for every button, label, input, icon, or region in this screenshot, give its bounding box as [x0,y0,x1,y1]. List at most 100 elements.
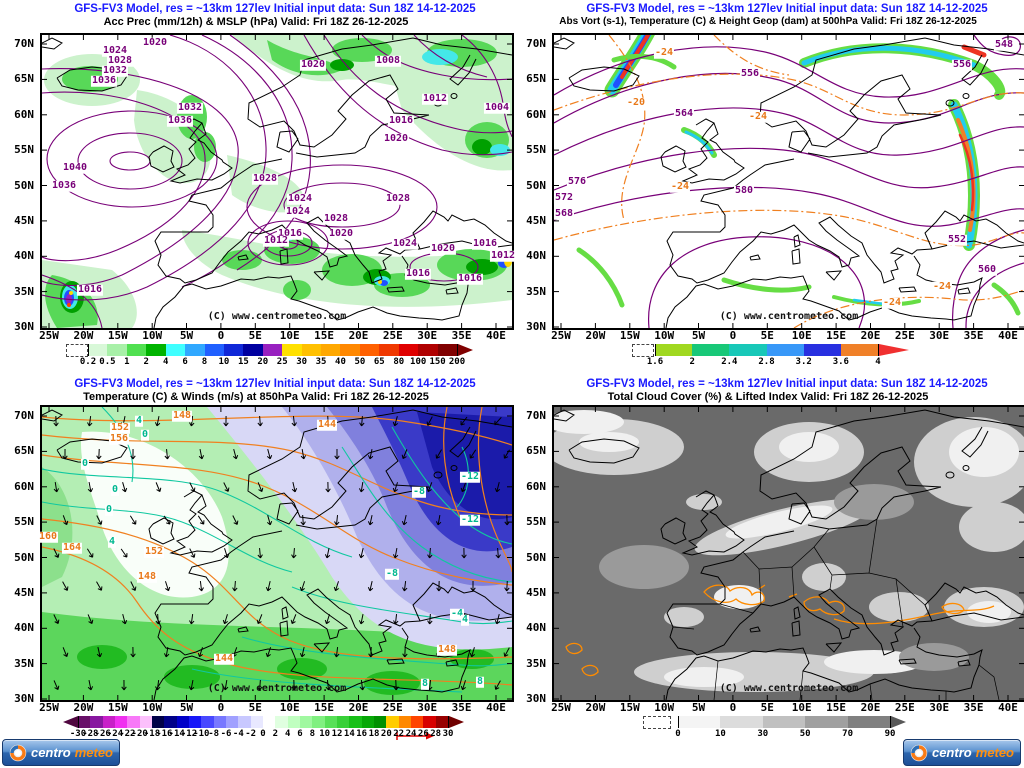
colorbar-segment [126,344,148,356]
colorbar-label: 22 [393,729,405,739]
panel-acc-prec-mslp: GFS-FV3 Model, res = ~13km 127lev Initia… [0,0,517,375]
centrometeo-logo-left[interactable]: centro meteo [2,739,120,766]
colorbar-label: 2 [689,357,695,367]
lon-label: 10W [654,701,675,714]
temp-850-map-art [42,407,512,700]
lon-label: 25E [894,329,915,342]
precip-mslp-map-art [42,35,512,328]
colorbar-segment [359,344,381,356]
panel4-model-title: GFS-FV3 Model, res = ~13km 127lev Initia… [586,378,988,390]
lat-label: 40N [526,621,546,635]
lon-label: 35E [963,701,984,714]
colorbar-segment [766,344,806,356]
lon-label: 20E [860,329,881,342]
colorbar-label: 0.2 [79,357,97,367]
lat-label: 45N [526,585,546,599]
colorbar-label: 30 [442,729,454,739]
lon-label: 40E [998,329,1018,342]
colorbar-label: -20 [131,729,148,739]
vort-map-art [554,35,1024,328]
colorbar-segment [379,344,401,356]
colorbar-label: 40 [335,357,346,367]
lat-label: 65N [526,72,546,86]
colorbar-label: -18 [143,729,161,739]
colorbar-label: -26 [94,729,111,739]
colorbar-label: 35 [315,357,327,367]
lat-label: 70N [14,409,34,422]
panel2-model-title: GFS-FV3 Model, res = ~13km 127lev Initia… [586,3,988,15]
colorbar-label: 10 [319,729,331,739]
lon-label: 0 [729,701,737,714]
colorbar-segment [692,344,731,356]
lon-label: 20W [585,701,606,714]
colorbar-label: 6 [182,357,188,367]
lat-label: 65N [14,72,34,86]
colorbar-segment [840,344,880,356]
panel2-field-title: Abs Vort (s-1), Temperature (C) & Height… [559,16,977,27]
lat-label: 70N [14,37,34,50]
map-temp-850: 148 152 156 144 160 164 152 148 144 148 4 0 0 0 0 4 -8 -1… [37,405,514,702]
lon-label: 15E [826,329,847,342]
cloud-map-art [554,407,1024,700]
lon-label: 5E [248,701,262,714]
lat-label: 65N [526,444,546,458]
colorbar-segment [762,716,807,728]
lat-label: 50N [526,178,546,192]
lon-label: 25W [39,701,59,714]
colorbar-segment [107,344,129,356]
lon-label: 5E [248,329,262,342]
lat-label: 35N [14,284,34,298]
lon-label: 5W [691,329,706,342]
lon-label: 10W [654,329,675,342]
lon-label: 25W [551,701,571,714]
colorbar-label: 80 [393,357,405,367]
colorbar-label: 0 [675,729,681,739]
lat-label: 60N [14,107,34,121]
lon-label: 40E [998,701,1018,714]
lat-label: 40N [526,249,546,263]
colorbar-label: -30 [69,729,87,739]
lat-label: 65N [14,444,34,458]
colorbar-left-arrow [63,716,78,728]
lat-label: 60N [14,479,34,493]
colorbar-label: 3.2 [795,357,812,367]
lat-label: 45N [14,585,34,599]
watermark: (C) www.centrometeo.com [719,683,859,694]
colorbar-label: 8 [309,729,316,739]
wind-reference-arrow [396,732,434,740]
lat-label: 30N [14,692,34,705]
colorbar-label: 2.8 [758,357,775,367]
colorbar-label: 26 [417,729,429,739]
panel-vort-500: GFS-FV3 Model, res = ~13km 127lev Initia… [512,0,1024,375]
colorbar-label: 200 [448,357,466,367]
lon-label: 15E [314,701,335,714]
lon-label: 25W [551,329,571,342]
colorbar-label: -10 [193,729,210,739]
map-vort-500: 556 556 564 576 572 568 580 552 560 548 -24 -20 -24-… [552,33,1024,330]
centrometeo-logo-right[interactable]: centro meteo [903,739,1021,766]
lon-label: 10E [791,329,812,342]
colorbar-segment [655,344,695,356]
colorbar-segment [146,344,168,356]
colorbar-label: -2 [245,729,257,739]
lat-label: 55N [14,515,34,529]
panel-cloud-li: GFS-FV3 Model, res = ~13km 127lev Initia… [512,375,1024,750]
lon-label: 35E [963,329,984,342]
lon-label: 30E [417,701,438,714]
colorbar-label: 24 [405,729,417,739]
centrometeo-swirl-icon [910,744,928,761]
lat-label: 45N [14,213,34,227]
logo-text-centro: centro [30,745,71,760]
lat-label: 60N [526,479,546,493]
colorbar-label: 50 [354,357,366,367]
colorbar-segment [398,344,420,356]
panel1-field-title: Acc Prec (mm/12h) & MSLP (hPa) Valid: Fr… [103,16,409,28]
lat-label: 70N [526,409,546,422]
lon-label: 25E [382,329,403,342]
lat-label: 50N [526,550,546,564]
lat-label: 50N [14,550,34,564]
lat-label: 30N [526,320,546,333]
panel-temp-850: GFS-FV3 Model, res = ~13km 127lev Initia… [0,375,514,750]
colorbar-label: 16 [356,729,368,739]
lon-label: 20W [73,329,94,342]
